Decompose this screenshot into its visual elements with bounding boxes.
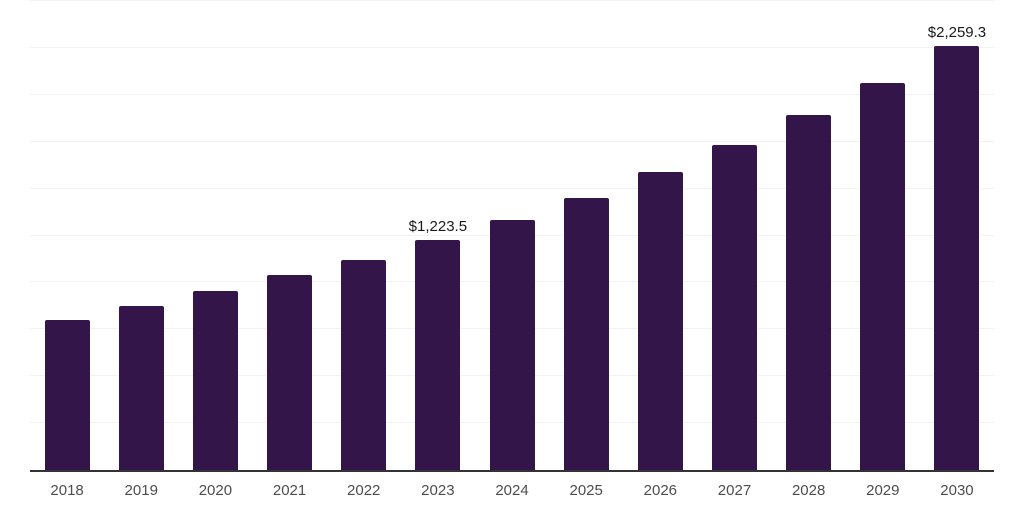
x-tick-label-2021: 2021 <box>272 482 307 499</box>
bar-slot-2018 <box>30 1 104 470</box>
bar-slot-2021 <box>252 1 326 470</box>
bar-slot-2025 <box>549 1 623 470</box>
bar-2024 <box>489 220 535 470</box>
x-tick-label-2026: 2026 <box>643 482 678 499</box>
bar-slot-2030: $2,259.3 <box>920 1 994 470</box>
bar-2030 <box>934 46 980 470</box>
x-tick-label-2028: 2028 <box>791 482 826 499</box>
gridline <box>30 46 994 48</box>
bar-slot-2023: $1,223.5 <box>401 1 475 470</box>
bar-slot-2019 <box>104 1 178 470</box>
bar-2019 <box>118 306 164 470</box>
bars-row: $1,223.5 $2,259.3 <box>30 1 994 470</box>
bar-2027 <box>711 145 757 470</box>
bar-slot-2026 <box>623 1 697 470</box>
x-tick-label-2023: 2023 <box>421 482 455 499</box>
x-tick-label-2022: 2022 <box>347 482 381 499</box>
bar-2020 <box>192 291 238 470</box>
bar-slot-2028 <box>772 1 846 470</box>
x-tick-label-2030: 2030 <box>940 482 974 499</box>
bar-slot-2027 <box>697 1 771 470</box>
x-tick-label-2019: 2019 <box>124 482 158 499</box>
x-tick-label-2020: 2020 <box>198 482 233 499</box>
gridline <box>30 187 994 189</box>
bar-2026 <box>637 172 683 470</box>
gridline <box>30 93 994 95</box>
x-tick-label-2018: 2018 <box>50 482 84 499</box>
bar-2029 <box>860 82 906 470</box>
bar-slot-2022 <box>327 1 401 470</box>
data-label-2023: $1,223.5 <box>408 218 468 236</box>
gridline <box>30 140 994 142</box>
x-tick-label-2027: 2027 <box>717 482 752 499</box>
bar-2023 <box>415 240 461 470</box>
x-tick-label-2024: 2024 <box>495 482 529 499</box>
bar-2022 <box>341 259 387 470</box>
bar-2018 <box>44 319 90 470</box>
bar-2021 <box>267 275 313 470</box>
x-tick-label-2029: 2029 <box>866 482 900 499</box>
plot-area: $1,223.5 $2,259.3 <box>30 0 994 472</box>
x-tick-label-2025: 2025 <box>569 482 603 499</box>
bar-2025 <box>563 197 609 470</box>
bar-slot-2024 <box>475 1 549 470</box>
bar-2028 <box>786 114 832 470</box>
gridline <box>30 0 994 1</box>
data-label-2030: $2,259.3 <box>927 24 987 42</box>
x-axis: 2018 2019 2020 2021 2022 2023 2024 2025 2026 2027… <box>30 481 994 501</box>
bar-slot-2020 <box>178 1 252 470</box>
bar-slot-2029 <box>846 1 920 470</box>
